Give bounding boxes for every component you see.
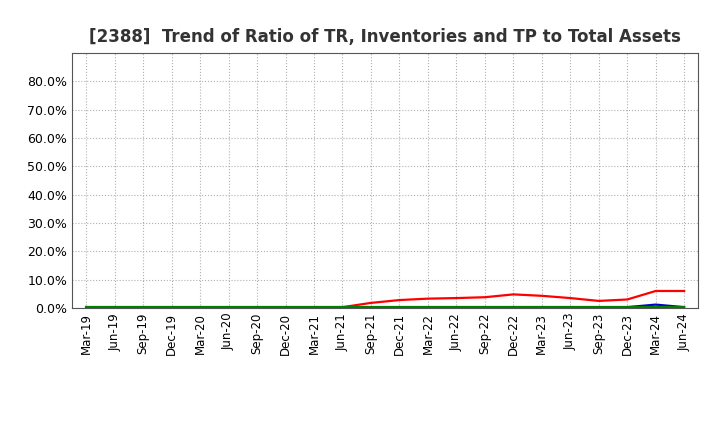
Inventories xyxy=(652,302,660,307)
Inventories xyxy=(566,304,575,310)
Inventories xyxy=(225,304,233,310)
Trade Payables xyxy=(680,304,688,310)
Trade Payables xyxy=(82,304,91,310)
Trade Receivables xyxy=(82,304,91,310)
Trade Receivables xyxy=(509,292,518,297)
Inventories xyxy=(253,304,261,310)
Title: [2388]  Trend of Ratio of TR, Inventories and TP to Total Assets: [2388] Trend of Ratio of TR, Inventories… xyxy=(89,28,681,46)
Trade Payables xyxy=(509,304,518,310)
Inventories xyxy=(537,304,546,310)
Inventories xyxy=(423,304,432,310)
Legend: Trade Receivables, Inventories, Trade Payables: Trade Receivables, Inventories, Trade Pa… xyxy=(157,436,613,440)
Trade Receivables xyxy=(110,304,119,310)
Trade Payables xyxy=(253,304,261,310)
Trade Payables xyxy=(338,304,347,310)
Trade Receivables xyxy=(139,304,148,310)
Trade Payables xyxy=(595,304,603,310)
Inventories xyxy=(282,304,290,310)
Trade Payables xyxy=(395,304,404,310)
Inventories xyxy=(310,304,318,310)
Trade Receivables xyxy=(452,295,461,301)
Trade Receivables xyxy=(282,304,290,310)
Trade Payables xyxy=(566,304,575,310)
Trade Receivables xyxy=(338,304,347,310)
Trade Payables xyxy=(366,304,375,310)
Trade Receivables xyxy=(310,304,318,310)
Inventories xyxy=(139,304,148,310)
Inventories xyxy=(452,304,461,310)
Trade Receivables xyxy=(652,288,660,293)
Trade Payables xyxy=(139,304,148,310)
Trade Payables xyxy=(423,304,432,310)
Trade Payables xyxy=(196,304,204,310)
Inventories xyxy=(595,304,603,310)
Trade Receivables xyxy=(423,296,432,301)
Inventories xyxy=(680,304,688,310)
Trade Payables xyxy=(623,304,631,310)
Trade Receivables xyxy=(623,297,631,302)
Trade Payables xyxy=(537,304,546,310)
Trade Payables xyxy=(310,304,318,310)
Trade Receivables xyxy=(253,304,261,310)
Inventories xyxy=(196,304,204,310)
Inventories xyxy=(82,304,91,310)
Trade Receivables xyxy=(366,300,375,305)
Trade Receivables xyxy=(566,295,575,301)
Inventories xyxy=(338,304,347,310)
Trade Payables xyxy=(452,304,461,310)
Trade Receivables xyxy=(196,304,204,310)
Trade Receivables xyxy=(395,297,404,303)
Trade Receivables xyxy=(480,295,489,300)
Trade Receivables xyxy=(680,288,688,293)
Trade Receivables xyxy=(595,298,603,304)
Inventories xyxy=(509,304,518,310)
Trade Payables xyxy=(480,304,489,310)
Trade Receivables xyxy=(225,304,233,310)
Trade Payables xyxy=(282,304,290,310)
Trade Receivables xyxy=(537,293,546,298)
Trade Payables xyxy=(225,304,233,310)
Line: Trade Receivables: Trade Receivables xyxy=(86,291,684,307)
Inventories xyxy=(110,304,119,310)
Trade Receivables xyxy=(167,304,176,310)
Trade Payables xyxy=(167,304,176,310)
Trade Payables xyxy=(110,304,119,310)
Inventories xyxy=(623,304,631,310)
Trade Payables xyxy=(652,304,660,310)
Inventories xyxy=(480,304,489,310)
Inventories xyxy=(366,304,375,310)
Inventories xyxy=(395,304,404,310)
Inventories xyxy=(167,304,176,310)
Line: Inventories: Inventories xyxy=(86,304,684,307)
